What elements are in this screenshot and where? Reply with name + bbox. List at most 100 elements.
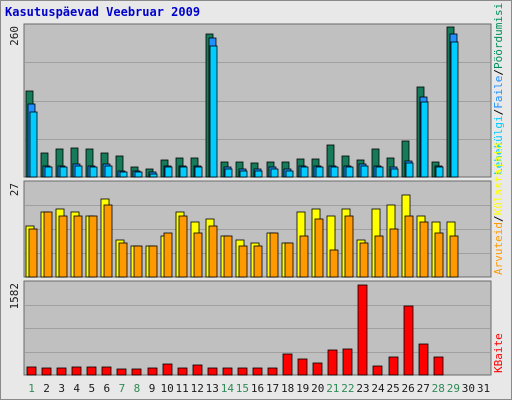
visitors-sites-bar-day-29 xyxy=(449,235,459,278)
legend-2: Arvuteid/Külastajaid xyxy=(492,143,505,275)
legend-3: KBaite xyxy=(492,333,505,373)
kbytes-kbytes-bar-day-20 xyxy=(312,362,323,376)
visitors-sites-bar-day-20 xyxy=(314,218,324,278)
x-tick-label-day-29: 29 xyxy=(447,382,460,395)
chart-title: Kasutuspäevad Veebruar 2009 xyxy=(5,5,201,19)
kbytes-kbytes-bar-day-15 xyxy=(237,367,248,376)
legend-1: Lehekülgi/Faile/Pöördumisi xyxy=(492,3,505,175)
hits-pages-bar-day-11 xyxy=(179,166,188,178)
kbytes-kbytes-bar-day-7 xyxy=(116,368,127,376)
x-tick-label-day-11: 11 xyxy=(176,382,189,395)
kbytes-kbytes-bar-day-19 xyxy=(297,358,308,376)
kbytes-kbytes-bar-day-6 xyxy=(101,366,112,376)
kbytes-kbytes-bar-day-21 xyxy=(327,349,338,376)
x-tick-label-day-1: 1 xyxy=(28,382,35,395)
kbytes-kbytes-bar-day-12 xyxy=(192,364,203,376)
visitors-sites-bar-day-25 xyxy=(389,228,399,278)
visitors-sites-bar-day-3 xyxy=(58,215,68,278)
hits-pages-bar-day-13 xyxy=(209,45,218,178)
legend-separator: / xyxy=(492,109,505,116)
x-tick-label-day-18: 18 xyxy=(281,382,294,395)
x-tick-label-day-22: 22 xyxy=(341,382,354,395)
x-tick-label-day-21: 21 xyxy=(326,382,339,395)
x-tick-label-day-7: 7 xyxy=(119,382,126,395)
hits-pages-bar-day-21 xyxy=(330,166,339,178)
x-tick-label-day-26: 26 xyxy=(402,382,415,395)
x-tick-label-day-28: 28 xyxy=(432,382,445,395)
x-tick-label-day-30: 30 xyxy=(462,382,475,395)
hits-pages-bar-day-10 xyxy=(164,166,173,178)
legend-entry-külastajaid: Külastajaid xyxy=(492,143,505,216)
kbytes-kbytes-bar-day-27 xyxy=(418,343,429,376)
kbytes-kbytes-bar-day-1 xyxy=(26,366,37,376)
hits-pages-bar-day-6 xyxy=(104,165,113,178)
visitors-sites-bar-day-4 xyxy=(73,215,83,278)
visitors-sites-bar-day-23 xyxy=(359,242,369,278)
x-tick-label-day-8: 8 xyxy=(134,382,141,395)
legend-separator: / xyxy=(492,215,505,222)
hits-pages-bar-day-16 xyxy=(254,170,263,178)
x-tick-label-day-14: 14 xyxy=(221,382,235,395)
x-tick-label-day-27: 27 xyxy=(417,382,430,395)
hits-pages-bar-day-24 xyxy=(375,166,384,178)
x-tick-label-day-15: 15 xyxy=(236,382,249,395)
kbytes-kbytes-bar-day-16 xyxy=(252,367,263,376)
hits-pages-bar-day-22 xyxy=(345,166,354,178)
x-tick-label-day-5: 5 xyxy=(88,382,95,395)
visitors-sites-bar-day-8 xyxy=(133,245,143,278)
hits-pages-bar-day-15 xyxy=(239,170,248,178)
x-tick-label-day-24: 24 xyxy=(371,382,385,395)
visitors-sites-bar-day-28 xyxy=(434,232,444,278)
kbytes-kbytes-bar-day-25 xyxy=(388,356,399,376)
x-tick-label-day-31: 31 xyxy=(477,382,490,395)
visitors-sites-bar-day-22 xyxy=(344,215,354,278)
hits-pages-bar-day-1 xyxy=(29,111,38,178)
hits-pages-bar-day-3 xyxy=(59,166,68,178)
hits-pages-bar-day-28 xyxy=(435,166,444,178)
hits-pages-bar-day-9 xyxy=(149,173,158,178)
visitors-sites-bar-day-2 xyxy=(43,211,53,278)
x-tick-label-day-2: 2 xyxy=(43,382,50,395)
kbytes-kbytes-bar-day-8 xyxy=(131,368,142,376)
visitors-sites-bar-day-13 xyxy=(208,225,218,278)
kbytes-kbytes-bar-day-9 xyxy=(147,367,158,376)
hits-pages-bar-day-19 xyxy=(300,166,309,178)
visitors-sites-bar-day-15 xyxy=(238,245,248,278)
hits-pages-bar-day-27 xyxy=(420,101,429,178)
visitors-sites-bar-day-17 xyxy=(269,232,279,278)
kbytes-kbytes-bar-day-26 xyxy=(403,305,414,376)
x-tick-label-day-20: 20 xyxy=(311,382,324,395)
x-tick-label-day-6: 6 xyxy=(104,382,111,395)
hits-pages-bar-day-14 xyxy=(224,168,233,178)
visitors-sites-bar-day-14 xyxy=(223,235,233,278)
legend-entry-faile: Faile xyxy=(492,76,505,109)
visitors-sites-bar-day-12 xyxy=(193,232,203,278)
visitors-sites-bar-day-1 xyxy=(28,228,38,278)
y-max-label-2: 27 xyxy=(8,183,21,196)
kbytes-kbytes-bar-day-17 xyxy=(267,367,278,376)
visitors-sites-bar-day-10 xyxy=(163,232,173,278)
visitors-sites-bar-day-27 xyxy=(419,221,429,278)
panel-background-1 xyxy=(23,23,492,178)
kbytes-kbytes-bar-day-10 xyxy=(162,363,173,376)
kbytes-kbytes-bar-day-4 xyxy=(71,366,82,376)
x-tick-label-day-13: 13 xyxy=(206,382,219,395)
kbytes-kbytes-bar-day-5 xyxy=(86,366,97,376)
kbytes-kbytes-bar-day-11 xyxy=(177,367,188,376)
x-tick-label-day-25: 25 xyxy=(386,382,399,395)
visitors-sites-bar-day-16 xyxy=(253,245,263,278)
kbytes-kbytes-bar-day-3 xyxy=(56,367,67,376)
y-max-label-1: 260 xyxy=(8,26,21,46)
visitors-sites-bar-day-21 xyxy=(329,249,339,278)
visitors-sites-bar-day-24 xyxy=(374,235,384,278)
hits-pages-bar-day-2 xyxy=(44,166,53,178)
x-tick-label-day-9: 9 xyxy=(149,382,156,395)
kbytes-kbytes-bar-day-23 xyxy=(357,284,368,376)
visitors-sites-bar-day-11 xyxy=(178,215,188,278)
kbytes-kbytes-bar-day-2 xyxy=(41,367,52,376)
hits-pages-bar-day-5 xyxy=(89,166,98,178)
legend-entry-kbaite: KBaite xyxy=(492,333,505,373)
hits-pages-bar-day-4 xyxy=(74,165,83,178)
hits-pages-bar-day-17 xyxy=(270,168,279,178)
